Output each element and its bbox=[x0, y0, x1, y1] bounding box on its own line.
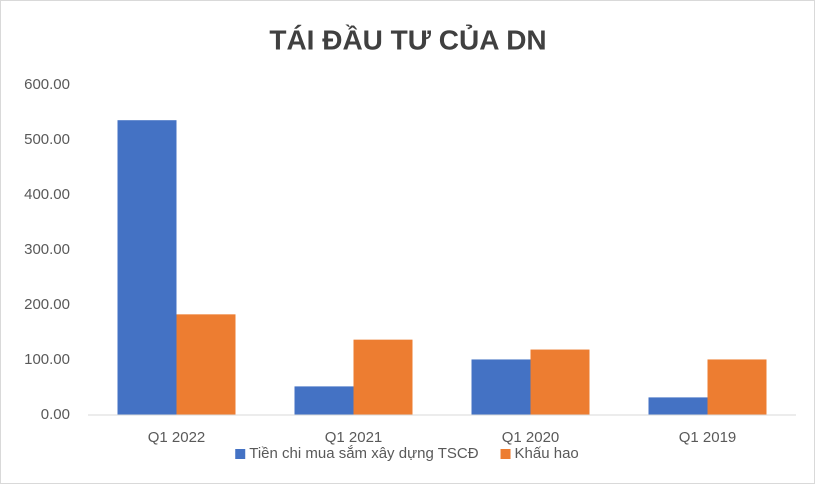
legend-swatch bbox=[235, 449, 246, 459]
x-tick-label: Q1 2021 bbox=[325, 429, 383, 446]
bar bbox=[176, 314, 236, 415]
bar bbox=[530, 349, 590, 415]
x-tick-label: Q1 2019 bbox=[679, 429, 737, 446]
y-tick-label: 100.00 bbox=[24, 351, 70, 368]
legend-label: Khấu hao bbox=[515, 445, 579, 462]
y-tick-label: 200.00 bbox=[24, 296, 70, 313]
x-tick-label: Q1 2020 bbox=[502, 429, 560, 446]
y-tick-label: 0.00 bbox=[41, 406, 70, 423]
legend-label: Tiền chi mua sắm xây dựng TSCĐ bbox=[249, 445, 478, 462]
bar bbox=[117, 120, 177, 415]
legend-swatch bbox=[500, 449, 511, 459]
y-tick-label: 300.00 bbox=[24, 241, 70, 258]
bar bbox=[707, 359, 767, 415]
bar bbox=[294, 386, 354, 415]
x-tick-label: Q1 2022 bbox=[148, 429, 206, 446]
y-tick-label: 600.00 bbox=[24, 76, 70, 93]
chart-title: TÁI ĐẦU TƯ CỦA DN bbox=[269, 23, 546, 55]
bar bbox=[471, 359, 531, 415]
bar bbox=[353, 339, 413, 415]
bar bbox=[648, 397, 708, 415]
y-tick-label: 400.00 bbox=[24, 186, 70, 203]
y-tick-label: 500.00 bbox=[24, 131, 70, 148]
